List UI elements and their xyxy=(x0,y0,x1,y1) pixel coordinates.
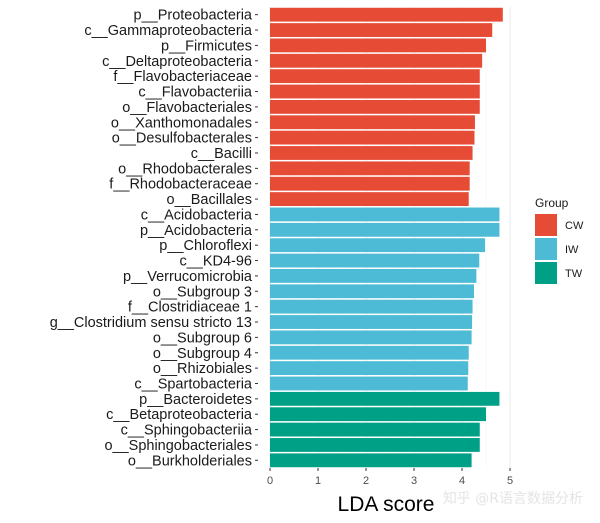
x-tick-label: 1 xyxy=(315,475,321,487)
bar xyxy=(270,376,468,391)
bar xyxy=(270,23,493,37)
category-label: o__Subgroup 3 xyxy=(153,284,252,300)
bar xyxy=(270,99,480,114)
bar xyxy=(270,84,480,99)
grid-lines xyxy=(269,7,511,468)
x-tick-label: 5 xyxy=(507,475,513,487)
category-label: o__Sphingobacteriales xyxy=(104,438,252,454)
bar xyxy=(270,238,486,253)
category-label: f__Clostridiaceae 1 xyxy=(128,300,252,316)
bar xyxy=(270,361,469,376)
bar xyxy=(270,345,469,360)
category-label: f__Rhodobacteraceae xyxy=(109,177,252,193)
category-label: o__Xanthomonadales xyxy=(111,115,252,131)
legend-label: TW xyxy=(565,268,583,280)
bar xyxy=(270,53,483,68)
category-label: o__Bacillales xyxy=(167,192,252,208)
category-label: c__Spartobacteria xyxy=(134,376,253,392)
category-label: o__Desulfobacterales xyxy=(112,131,252,147)
bar xyxy=(270,192,469,206)
category-label: c__Flavobacteriia xyxy=(138,85,253,101)
category-label: p__Chloroflexi xyxy=(159,238,252,254)
category-label: p__Acidobacteria xyxy=(140,223,253,239)
category-label: o__Burkholderiales xyxy=(128,453,252,469)
bar xyxy=(270,453,472,468)
legend-swatch xyxy=(535,262,557,284)
category-label: o__Subgroup 6 xyxy=(153,330,252,346)
bar xyxy=(270,330,472,345)
bar xyxy=(270,146,473,160)
bar xyxy=(270,284,474,299)
bar xyxy=(270,161,470,176)
category-label: o__Rhodobacterales xyxy=(118,161,252,177)
x-axis: 0 1 2 3 4 5 xyxy=(267,468,513,487)
x-tick-label: 3 xyxy=(411,475,417,487)
bar xyxy=(270,130,475,145)
bar xyxy=(270,299,473,314)
bar xyxy=(270,207,500,222)
bar xyxy=(270,253,480,268)
legend-title: Group xyxy=(535,196,569,210)
category-label: f__Flavobacteriaceae xyxy=(113,69,252,85)
bar xyxy=(270,176,470,191)
category-label: c__Betaproteobacteria xyxy=(106,407,253,423)
category-label: c__Acidobacteria xyxy=(141,207,253,223)
legend-swatch xyxy=(535,238,557,260)
bar xyxy=(270,391,500,406)
category-label: g__Clostridium sensu stricto 13 xyxy=(50,315,252,331)
category-label: p__Bacteroidetes xyxy=(139,392,252,408)
bar xyxy=(270,115,475,130)
category-label: c__Bacilli xyxy=(191,146,252,162)
category-label: c__Deltaproteobacteria xyxy=(102,54,253,70)
bars xyxy=(270,7,503,468)
x-tick-label: 2 xyxy=(363,475,369,487)
x-tick-label: 4 xyxy=(459,475,465,487)
bar xyxy=(270,222,500,237)
category-label: o__Rhizobiales xyxy=(153,361,252,377)
category-label: p__Firmicutes xyxy=(161,38,252,54)
legend-label: CW xyxy=(565,220,584,232)
bar xyxy=(270,315,473,329)
bar xyxy=(270,7,503,22)
category-label: c__Gammaproteobacteria xyxy=(84,23,253,39)
x-tick-label: 0 xyxy=(267,475,273,487)
category-label: p__Proteobacteria xyxy=(134,8,253,24)
bar xyxy=(270,422,480,437)
watermark: 知乎 @R语言数据分析 xyxy=(443,490,583,507)
bar xyxy=(270,407,486,422)
category-label: p__Verrucomicrobia xyxy=(123,269,253,285)
category-label: o__Subgroup 4 xyxy=(153,346,252,362)
legend-swatch xyxy=(535,214,557,236)
bar xyxy=(270,69,480,84)
category-label: c__Sphingobacteriia xyxy=(121,423,253,439)
category-label: o__Flavobacteriales xyxy=(122,100,252,116)
category-label: c__KD4-96 xyxy=(179,254,252,270)
legend: Group CW IW TW xyxy=(535,196,584,284)
bar xyxy=(270,38,486,53)
bar xyxy=(270,438,480,452)
x-axis-title: LDA score xyxy=(338,493,435,516)
category-labels: p__Proteobacteriac__Gammaproteobacteriap… xyxy=(50,8,258,469)
bar xyxy=(270,269,477,283)
legend-label: IW xyxy=(565,244,579,256)
